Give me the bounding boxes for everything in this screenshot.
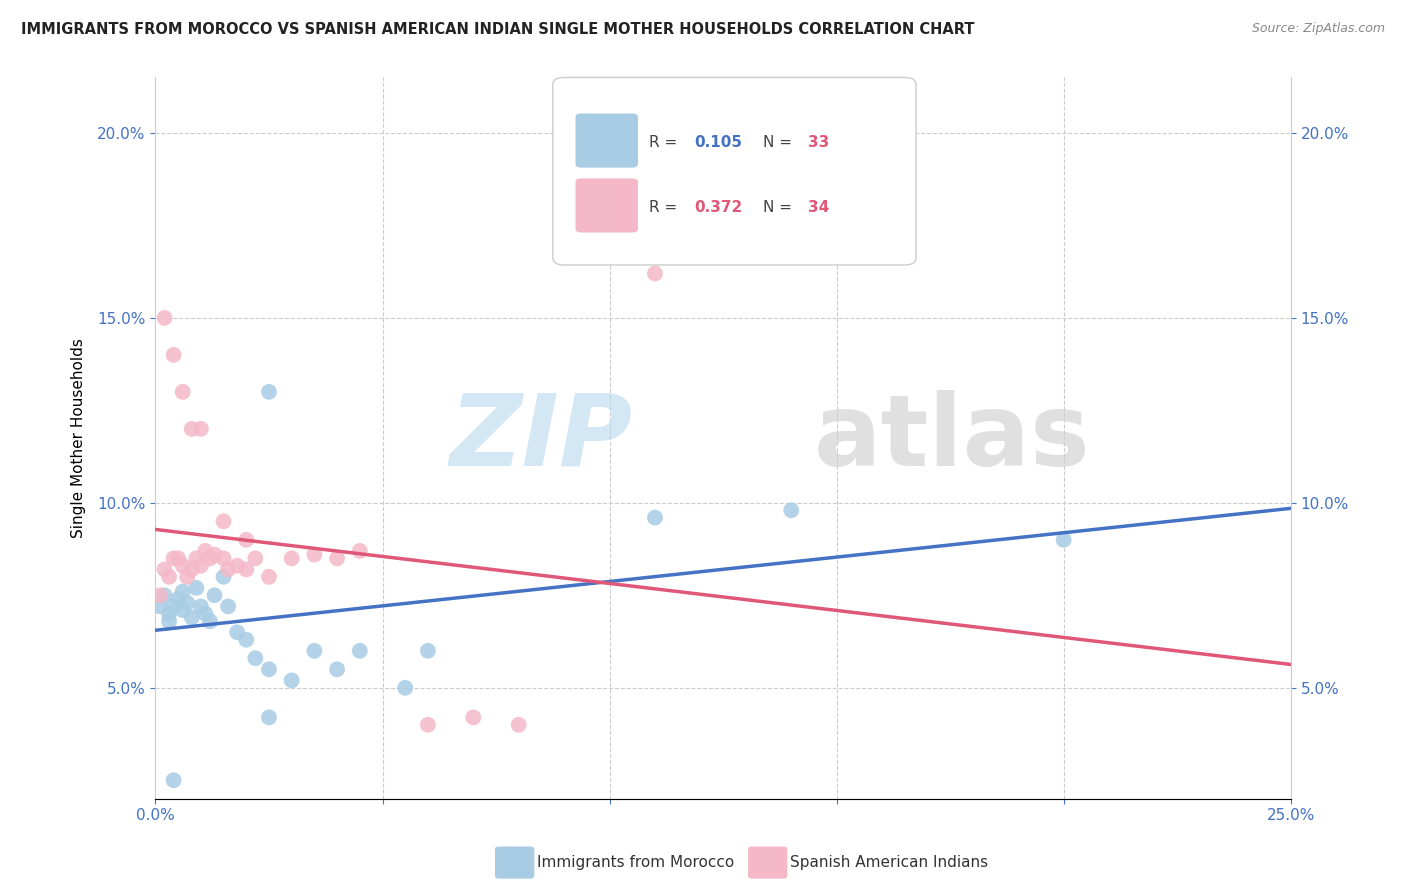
Point bbox=[172, 584, 194, 599]
Point bbox=[194, 607, 217, 621]
Point bbox=[157, 607, 180, 621]
Point bbox=[280, 673, 302, 688]
Point bbox=[176, 596, 198, 610]
Point bbox=[235, 562, 257, 576]
Point bbox=[226, 625, 249, 640]
Point bbox=[162, 599, 184, 614]
Point bbox=[153, 588, 176, 602]
Point bbox=[212, 551, 235, 566]
Point bbox=[167, 551, 190, 566]
Point bbox=[257, 710, 280, 724]
Text: N =: N = bbox=[763, 135, 797, 150]
Point bbox=[326, 662, 349, 676]
Point bbox=[162, 551, 184, 566]
FancyBboxPatch shape bbox=[575, 113, 638, 168]
Text: ZIP: ZIP bbox=[450, 390, 633, 487]
Point bbox=[198, 614, 221, 628]
Point bbox=[304, 548, 326, 562]
Point bbox=[235, 533, 257, 547]
Text: atlas: atlas bbox=[814, 390, 1091, 487]
Point bbox=[162, 773, 184, 788]
Point bbox=[349, 544, 371, 558]
Point bbox=[304, 644, 326, 658]
Point bbox=[235, 632, 257, 647]
Text: R =: R = bbox=[650, 135, 682, 150]
Point bbox=[326, 551, 349, 566]
FancyBboxPatch shape bbox=[553, 78, 917, 265]
Text: 34: 34 bbox=[808, 200, 830, 215]
Point bbox=[416, 718, 439, 732]
Point bbox=[172, 558, 194, 573]
Point bbox=[508, 718, 530, 732]
Text: Immigrants from Morocco: Immigrants from Morocco bbox=[537, 855, 734, 870]
Text: 0.105: 0.105 bbox=[695, 135, 742, 150]
Point bbox=[190, 558, 212, 573]
Point bbox=[644, 267, 666, 281]
Point bbox=[157, 570, 180, 584]
Point bbox=[257, 662, 280, 676]
Point bbox=[780, 503, 803, 517]
Text: IMMIGRANTS FROM MOROCCO VS SPANISH AMERICAN INDIAN SINGLE MOTHER HOUSEHOLDS CORR: IMMIGRANTS FROM MOROCCO VS SPANISH AMERI… bbox=[21, 22, 974, 37]
Point bbox=[416, 644, 439, 658]
Point bbox=[245, 651, 267, 665]
FancyBboxPatch shape bbox=[575, 178, 638, 233]
Point bbox=[153, 310, 176, 325]
Point bbox=[190, 422, 212, 436]
Point bbox=[280, 551, 302, 566]
Point bbox=[153, 562, 176, 576]
Point bbox=[217, 562, 239, 576]
Point bbox=[349, 644, 371, 658]
Point bbox=[176, 570, 198, 584]
Point bbox=[394, 681, 416, 695]
Point bbox=[180, 562, 202, 576]
Point bbox=[162, 348, 184, 362]
Point bbox=[190, 599, 212, 614]
Point bbox=[172, 603, 194, 617]
Point bbox=[186, 551, 208, 566]
Text: Spanish American Indians: Spanish American Indians bbox=[790, 855, 988, 870]
Point bbox=[245, 551, 267, 566]
Point bbox=[167, 592, 190, 607]
Text: 33: 33 bbox=[808, 135, 830, 150]
Point bbox=[180, 610, 202, 624]
Point bbox=[204, 548, 226, 562]
Point bbox=[204, 588, 226, 602]
Point bbox=[149, 588, 172, 602]
Text: Source: ZipAtlas.com: Source: ZipAtlas.com bbox=[1251, 22, 1385, 36]
Point bbox=[257, 570, 280, 584]
Y-axis label: Single Mother Households: Single Mother Households bbox=[72, 338, 86, 538]
Point bbox=[157, 614, 180, 628]
Point bbox=[1053, 533, 1076, 547]
Point bbox=[257, 384, 280, 399]
Point bbox=[212, 570, 235, 584]
Point bbox=[463, 710, 485, 724]
Point bbox=[186, 581, 208, 595]
Point bbox=[644, 510, 666, 524]
Point bbox=[226, 558, 249, 573]
Text: N =: N = bbox=[763, 200, 797, 215]
Text: R =: R = bbox=[650, 200, 682, 215]
Point bbox=[149, 599, 172, 614]
Text: 0.372: 0.372 bbox=[695, 200, 742, 215]
Point bbox=[198, 551, 221, 566]
Point bbox=[172, 384, 194, 399]
Point bbox=[212, 514, 235, 528]
Point bbox=[217, 599, 239, 614]
Point bbox=[180, 422, 202, 436]
Point bbox=[194, 544, 217, 558]
